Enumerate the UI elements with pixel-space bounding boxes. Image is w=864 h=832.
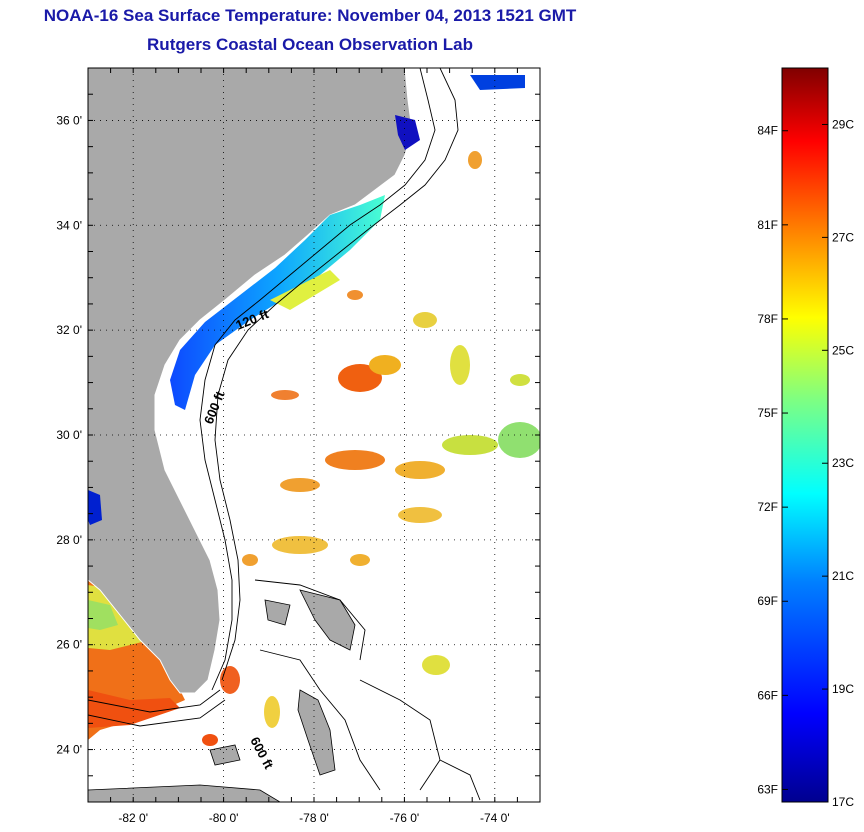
sst-gulf-north-cold bbox=[88, 490, 102, 525]
colorbar-c-label: 25C bbox=[832, 343, 854, 357]
lon-tick-label: -82 0' bbox=[118, 811, 148, 825]
colorbar-f-label: 72F bbox=[757, 500, 778, 514]
colorbar-c-label: 19C bbox=[832, 682, 854, 696]
land-bahamas bbox=[88, 589, 356, 802]
colorbar-c-label: 21C bbox=[832, 569, 854, 583]
map-title: NOAA-16 Sea Surface Temperature: Novembe… bbox=[43, 6, 577, 25]
colorbar-f-label: 81F bbox=[757, 218, 778, 232]
sst-warm-streak bbox=[270, 270, 340, 310]
lon-tick-label: -76 0' bbox=[390, 811, 420, 825]
lat-tick-label: 30 0' bbox=[56, 428, 82, 442]
lat-tick-label: 34 0' bbox=[56, 218, 82, 232]
map-subtitle: Rutgers Coastal Ocean Observation Lab bbox=[147, 35, 473, 54]
colorbar-c-label: 29C bbox=[832, 117, 854, 131]
lat-tick-label: 36 0' bbox=[56, 113, 82, 127]
colorbar bbox=[781, 67, 829, 803]
colorbar-c-label: 23C bbox=[832, 456, 854, 470]
sst-offshore-patches bbox=[202, 151, 540, 746]
colorbar-ticks: 17C 19C 21C 23C 25C 27C 29C 63F 66F 69F 72F 75F 78F 8… bbox=[757, 117, 854, 809]
sst-north-cold bbox=[470, 75, 525, 90]
lon-tick-label: -78 0' bbox=[299, 811, 329, 825]
colorbar-c-label: 17C bbox=[832, 795, 854, 809]
land-us-southeast bbox=[88, 68, 413, 694]
colorbar-f-label: 63F bbox=[757, 782, 778, 796]
map-axes: -82 0' -80 0' -78 0' -76 0' -74 0' 24 0' 26 0'… bbox=[56, 67, 541, 825]
depth-contours bbox=[88, 68, 481, 801]
colorbar-f-label: 66F bbox=[757, 688, 778, 702]
lat-tick-label: 26 0' bbox=[56, 638, 82, 652]
lon-tick-label: -80 0' bbox=[209, 811, 239, 825]
colorbar-c-label: 27C bbox=[832, 230, 854, 244]
colorbar-f-label: 84F bbox=[757, 124, 778, 138]
lat-tick-label: 32 0' bbox=[56, 323, 82, 337]
sst-sound-cold bbox=[395, 115, 420, 150]
lat-tick-label: 24 0' bbox=[56, 743, 82, 757]
colorbar-f-label: 69F bbox=[757, 594, 778, 608]
colorbar-f-label: 78F bbox=[757, 312, 778, 326]
grid-lines bbox=[88, 68, 540, 802]
lon-tick-label: -74 0' bbox=[480, 811, 510, 825]
colorbar-f-label: 75F bbox=[757, 406, 778, 420]
lat-tick-label: 28 0' bbox=[56, 533, 82, 547]
